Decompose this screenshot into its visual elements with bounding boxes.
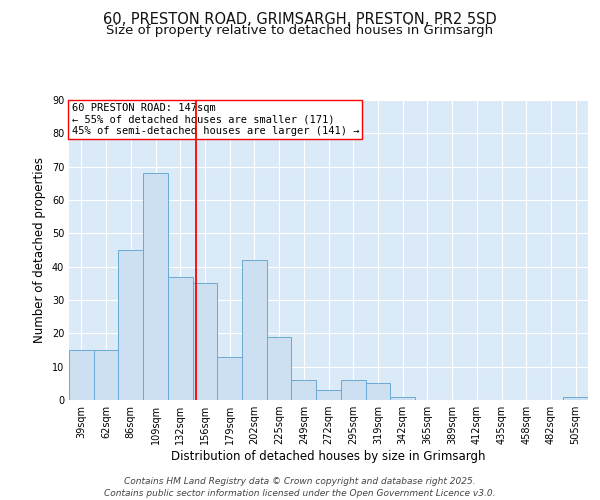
Bar <box>390 396 415 400</box>
Y-axis label: Number of detached properties: Number of detached properties <box>33 157 46 343</box>
Bar <box>143 174 168 400</box>
X-axis label: Distribution of detached houses by size in Grimsargh: Distribution of detached houses by size … <box>171 450 486 463</box>
Bar <box>193 284 217 400</box>
Bar <box>168 276 193 400</box>
Bar <box>69 350 94 400</box>
Text: Contains HM Land Registry data © Crown copyright and database right 2025.
Contai: Contains HM Land Registry data © Crown c… <box>104 476 496 498</box>
Bar <box>242 260 267 400</box>
Bar <box>365 384 390 400</box>
Text: Size of property relative to detached houses in Grimsargh: Size of property relative to detached ho… <box>106 24 494 37</box>
Bar <box>341 380 365 400</box>
Bar <box>217 356 242 400</box>
Bar <box>267 336 292 400</box>
Bar <box>292 380 316 400</box>
Bar <box>118 250 143 400</box>
Bar <box>316 390 341 400</box>
Bar <box>563 396 588 400</box>
Text: 60 PRESTON ROAD: 147sqm
← 55% of detached houses are smaller (171)
45% of semi-d: 60 PRESTON ROAD: 147sqm ← 55% of detache… <box>71 103 359 136</box>
Bar <box>94 350 118 400</box>
Text: 60, PRESTON ROAD, GRIMSARGH, PRESTON, PR2 5SD: 60, PRESTON ROAD, GRIMSARGH, PRESTON, PR… <box>103 12 497 28</box>
